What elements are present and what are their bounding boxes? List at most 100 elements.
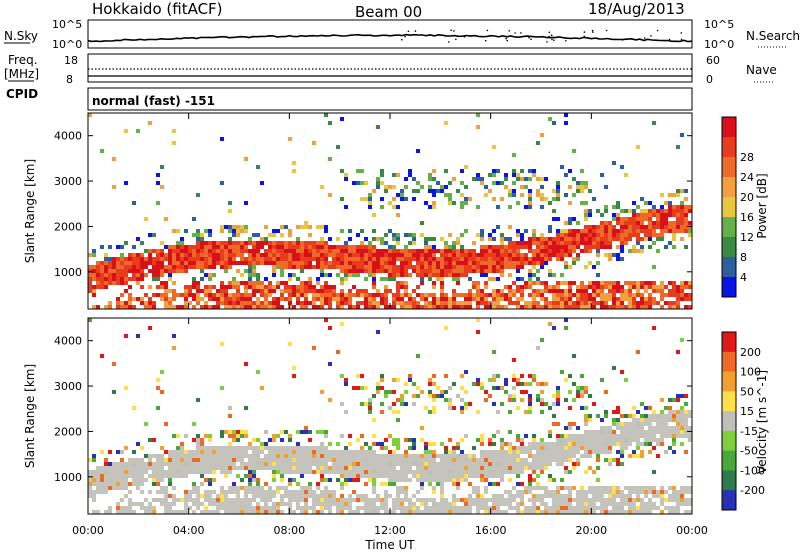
power-cell bbox=[528, 197, 532, 201]
power-cell bbox=[664, 201, 668, 205]
velocity-cell bbox=[440, 474, 444, 478]
power-cell bbox=[408, 169, 412, 173]
velocity-cell bbox=[384, 502, 388, 506]
velocity-cell bbox=[156, 386, 160, 390]
power-cell bbox=[628, 297, 632, 301]
velocity-cell bbox=[212, 502, 216, 506]
velocity-cell bbox=[556, 450, 560, 454]
velocity-cell bbox=[248, 482, 252, 486]
velocity-cell bbox=[568, 458, 572, 462]
power-cell bbox=[600, 293, 604, 297]
velocity-cell bbox=[404, 478, 408, 482]
velocity-cell bbox=[380, 498, 384, 502]
velocity-cell bbox=[560, 438, 564, 442]
velocity-cell bbox=[492, 466, 496, 470]
velocity-cell bbox=[408, 438, 412, 442]
power-cell bbox=[516, 289, 520, 293]
nave-right-tick-top: 60 bbox=[706, 54, 720, 67]
power-cell bbox=[516, 241, 520, 245]
velocity-cell bbox=[456, 462, 460, 466]
power-cell bbox=[576, 253, 580, 257]
velocity-cell bbox=[232, 486, 236, 490]
power-cell bbox=[584, 289, 588, 293]
power-cell bbox=[152, 269, 156, 273]
velocity-cell bbox=[532, 470, 536, 474]
power-cell bbox=[484, 273, 488, 277]
velocity-cell bbox=[440, 394, 444, 398]
velocity-cell bbox=[348, 498, 352, 502]
power-cell bbox=[616, 221, 620, 225]
power-cell bbox=[312, 289, 316, 293]
velocity-cell bbox=[544, 502, 548, 506]
velocity-cell bbox=[484, 458, 488, 462]
power-cell bbox=[364, 257, 368, 261]
velocity-cell bbox=[300, 510, 304, 514]
power-cell bbox=[604, 233, 608, 237]
velocity-cell bbox=[580, 394, 584, 398]
power-cell bbox=[480, 273, 484, 277]
velocity-cell bbox=[488, 438, 492, 442]
power-cell bbox=[424, 297, 428, 301]
velocity-cell bbox=[412, 470, 416, 474]
velocity-cell bbox=[556, 490, 560, 494]
power-cell bbox=[320, 225, 324, 229]
velocity-cell bbox=[664, 450, 668, 454]
velocity-cell bbox=[676, 502, 680, 506]
power-cell bbox=[180, 293, 184, 297]
power-cell bbox=[604, 229, 608, 233]
power-cell bbox=[420, 185, 424, 189]
power-cell bbox=[540, 193, 544, 197]
velocity-cell bbox=[516, 482, 520, 486]
velocity-cell bbox=[364, 466, 368, 470]
power-cell bbox=[572, 261, 576, 265]
power-cell bbox=[576, 221, 580, 225]
power-cell bbox=[340, 293, 344, 297]
velocity-cell bbox=[192, 458, 196, 462]
power-cell bbox=[536, 293, 540, 297]
velocity-cell bbox=[304, 450, 308, 454]
power-cell bbox=[340, 301, 344, 305]
velocity-cell bbox=[160, 458, 164, 462]
velocity-cell bbox=[424, 506, 428, 510]
power-cell bbox=[636, 233, 640, 237]
power-cell bbox=[644, 201, 648, 205]
velocity-cell bbox=[276, 434, 280, 438]
velocity-cell bbox=[472, 502, 476, 506]
power-cell bbox=[620, 241, 624, 245]
power-cell bbox=[468, 277, 472, 281]
velocity-cell bbox=[484, 462, 488, 466]
velocity-cell bbox=[536, 506, 540, 510]
velocity-cell bbox=[200, 446, 204, 450]
velocity-cell bbox=[528, 374, 532, 378]
velocity-cell bbox=[496, 386, 500, 390]
velocity-cell bbox=[472, 462, 476, 466]
velocity-cell bbox=[244, 362, 248, 366]
power-cell bbox=[640, 297, 644, 301]
power-cell bbox=[660, 225, 664, 229]
velocity-cell bbox=[492, 510, 496, 514]
velocity-cell bbox=[680, 422, 684, 426]
power-cell bbox=[432, 293, 436, 297]
power-cell bbox=[444, 249, 448, 253]
power-cell bbox=[156, 261, 160, 265]
power-cell bbox=[432, 285, 436, 289]
velocity-cell bbox=[340, 454, 344, 458]
power-cell bbox=[456, 281, 460, 285]
velocity-cell bbox=[652, 486, 656, 490]
velocity-cell bbox=[612, 442, 616, 446]
velocity-cell bbox=[608, 434, 612, 438]
power-cell bbox=[368, 193, 372, 197]
power-cell bbox=[188, 289, 192, 293]
velocity-cell bbox=[456, 394, 460, 398]
velocity-cell bbox=[460, 454, 464, 458]
velocity-cell bbox=[476, 378, 480, 382]
power-cell bbox=[572, 233, 576, 237]
power-cell bbox=[340, 197, 344, 201]
velocity-cell bbox=[88, 482, 92, 486]
power-cell bbox=[380, 297, 384, 301]
velocity-cell bbox=[440, 482, 444, 486]
power-cell bbox=[604, 237, 608, 241]
velocity-cell bbox=[400, 510, 404, 514]
velocity-cell bbox=[572, 354, 576, 358]
velocity-cell bbox=[108, 450, 112, 454]
